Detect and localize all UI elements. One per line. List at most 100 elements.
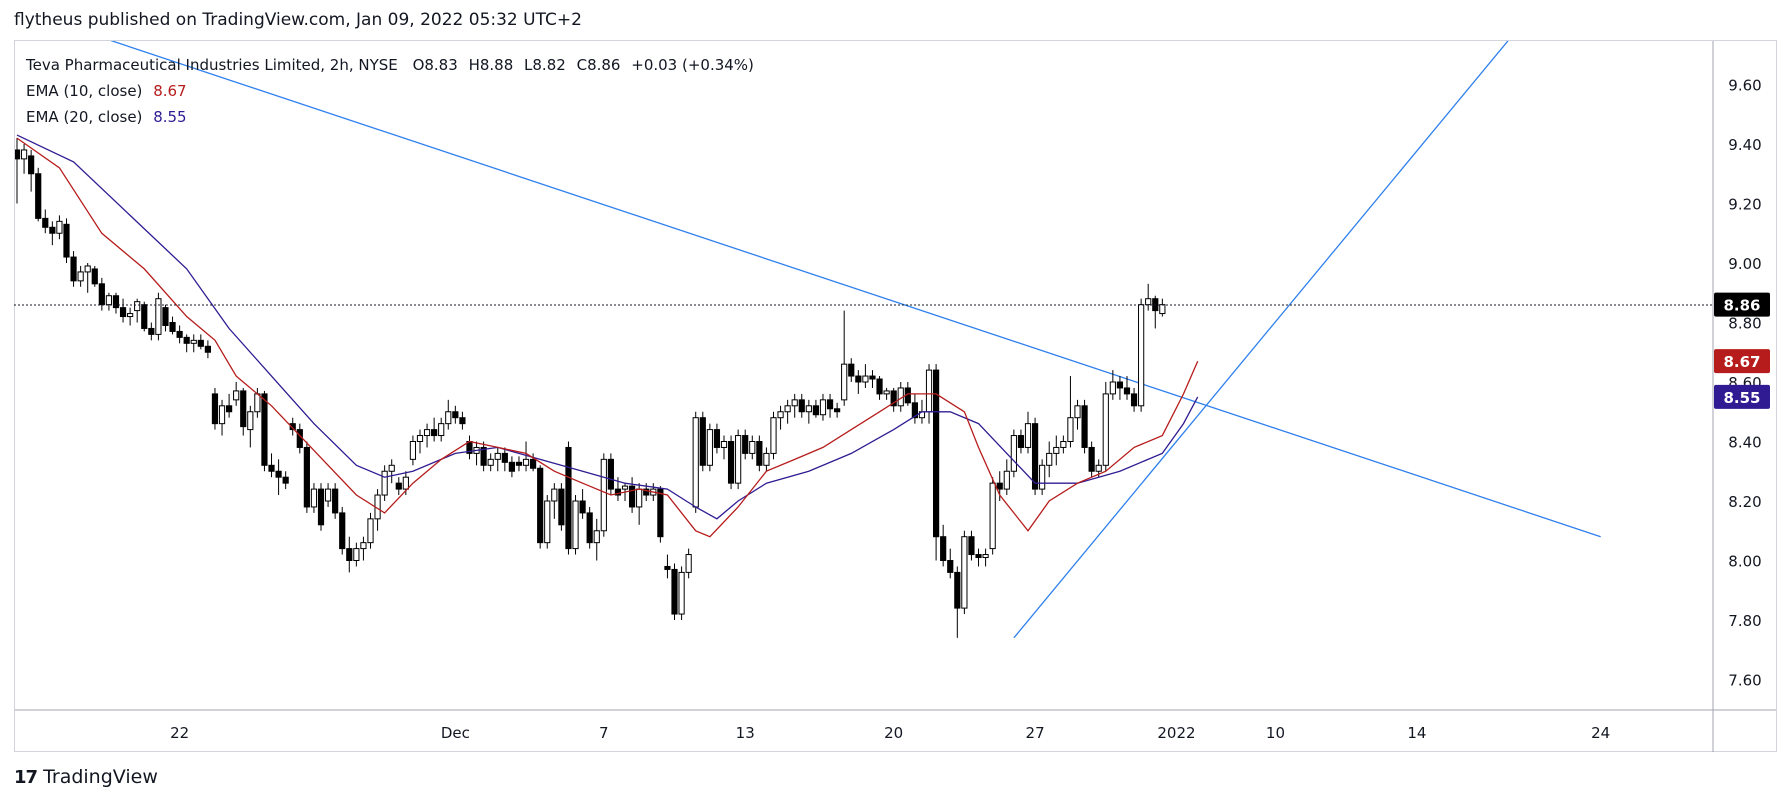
candle [1152,295,1159,329]
candle-body [989,482,996,550]
candle [1039,459,1046,496]
candle-body [558,488,565,526]
candle [70,251,77,287]
candle [416,429,424,454]
legend-ema20-row[interactable]: EMA (20, close) 8.55 [26,104,754,130]
candle [664,554,671,579]
candle-body [169,322,176,332]
candle [982,548,989,567]
candle [15,138,21,204]
candle [1053,435,1060,466]
candle [544,495,551,549]
candle-body [664,565,671,570]
candle-body [515,461,523,466]
candle-body [395,482,402,490]
candle-body [77,271,84,282]
candle [240,387,247,436]
candle-body [537,467,544,544]
candle-body [487,458,494,466]
candle [961,530,968,615]
candle-body [522,458,530,466]
candle-body [713,429,721,448]
candle [862,364,869,388]
candle-body [763,452,770,466]
candle-body [876,378,883,395]
candle [501,447,508,472]
candle-body [742,435,749,454]
candle-body [699,417,706,466]
candle [148,322,155,341]
candle-body [303,446,310,508]
candle [452,405,459,424]
candle [1081,399,1088,454]
candle [834,402,841,418]
candle-body [15,149,21,160]
candle [805,399,812,424]
tradingview-footer[interactable]: 17 TradingView [14,766,158,788]
candle-body [593,530,600,544]
candle [1123,376,1131,400]
tradingview-logo-icon: 17 [14,766,38,788]
x-tick-label: 7 [599,724,609,742]
publish-header: flytheus published on TradingView.com, J… [14,10,582,30]
candle [63,218,70,263]
candle-body [127,313,134,318]
candle-body [1102,393,1109,466]
y-tick-label: 7.80 [1728,612,1761,630]
candle-body [791,399,798,407]
candle [268,453,275,478]
candle-body [155,298,162,335]
candle-body [423,429,431,437]
candle [735,429,742,490]
candle [112,292,120,314]
candle-body [49,226,56,234]
candle [841,310,848,406]
chart-frame[interactable] [14,40,1777,752]
candle [296,423,303,454]
candle [1109,370,1116,400]
candle [975,548,982,567]
candle-body [678,571,685,615]
candle [600,453,607,537]
candle-body [381,470,388,496]
candle [1024,411,1032,454]
candle [699,411,706,472]
candle [303,441,310,513]
candle [869,370,876,388]
candle-body [692,417,699,508]
candle [968,530,975,561]
candle-body [20,149,28,160]
candle-body [268,464,275,472]
x-tick-label: 13 [736,724,755,742]
candle [98,277,105,311]
candle-body [508,461,515,472]
candle [763,447,770,472]
candle-body [925,369,933,413]
candle-body [254,393,261,413]
candle [586,506,593,549]
candle [628,477,636,513]
candle [749,435,756,460]
candle-body [848,363,855,377]
candle [784,399,791,424]
candle-body [1081,405,1088,448]
candle [798,393,805,418]
candle [487,453,494,472]
candle-body [565,446,572,550]
candle [141,301,148,332]
candle [692,411,699,513]
candle-body [544,500,551,544]
legend-ema10-row[interactable]: EMA (10, close) 8.67 [26,78,754,104]
candle [819,393,827,421]
candle [360,536,367,561]
candle-body [190,339,197,344]
candle [459,411,466,430]
candle [42,209,49,234]
candle [706,423,713,472]
last-price-badge-bg [1714,292,1770,317]
candle-body [233,390,240,401]
candle [155,292,162,341]
candle-body [501,452,508,463]
candle-body [218,405,226,425]
